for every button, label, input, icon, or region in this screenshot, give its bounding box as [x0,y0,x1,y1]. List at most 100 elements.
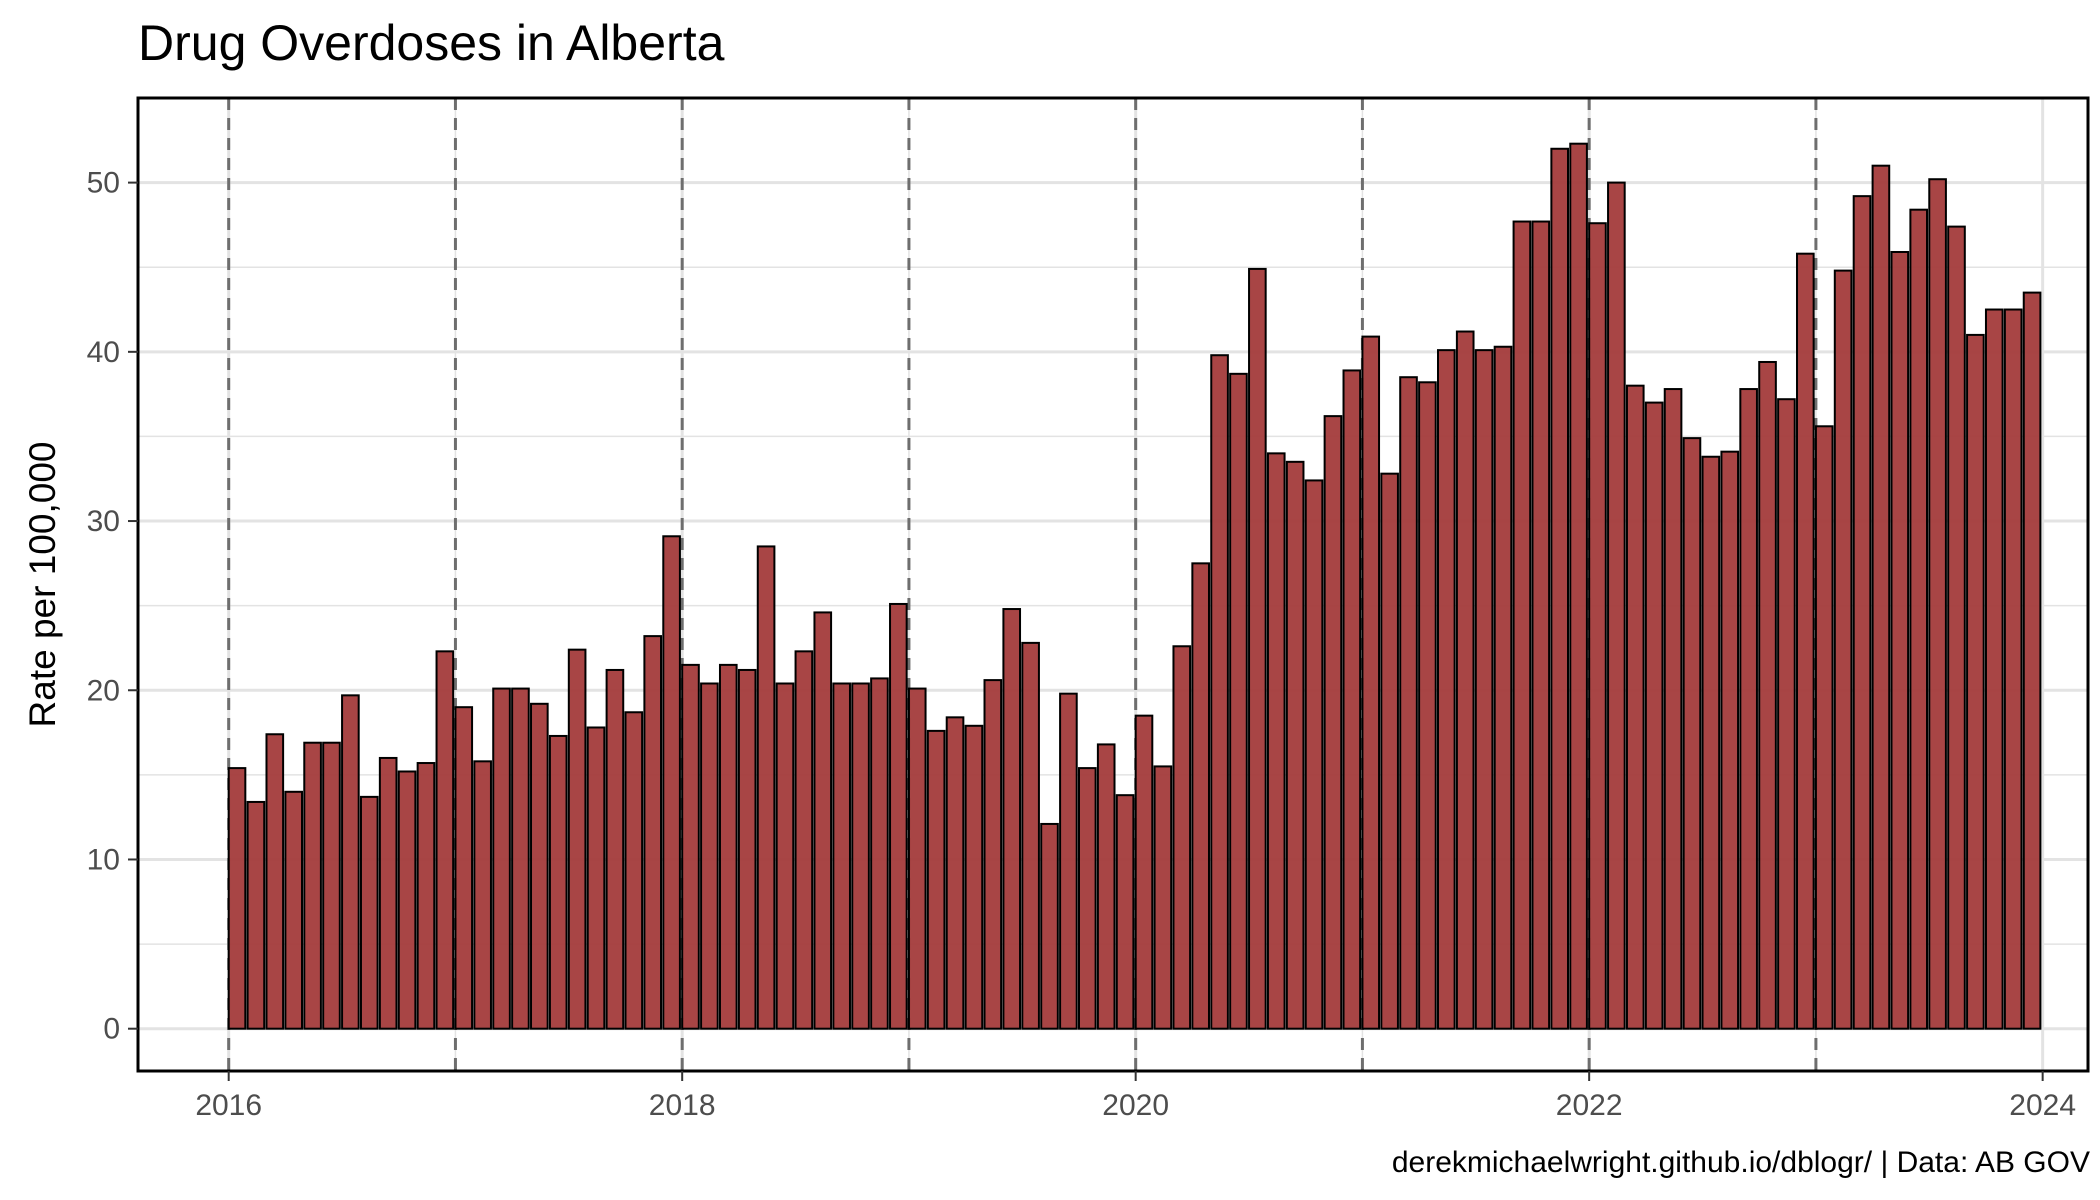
bar [1493,345,1513,1030]
bar [1852,195,1872,1030]
bar [889,602,908,1030]
bar [1928,178,1947,1030]
bar [926,729,946,1030]
x-tick-label: 2016 [195,1089,262,1122]
bar [1758,360,1777,1030]
bar [1739,388,1758,1030]
bar [227,767,247,1030]
bar [1285,460,1305,1030]
bar [1361,335,1381,1030]
bar [775,682,795,1030]
bar [1814,425,1834,1030]
bar [1172,645,1192,1030]
bar [378,756,398,1030]
bar [1002,608,1022,1030]
bar [1059,692,1078,1030]
bar [359,795,379,1030]
bar [1077,767,1097,1030]
bar [1248,267,1267,1030]
bar [1191,562,1210,1030]
y-tick-label: 20 [87,674,120,707]
x-tick-label: 2022 [1556,1089,1623,1122]
bar [1701,455,1721,1030]
bar [1210,354,1229,1030]
bar [1153,765,1173,1030]
y-tick-label: 30 [87,505,120,538]
x-tick-label: 2018 [649,1089,716,1122]
bar [1323,415,1343,1030]
bar [1531,220,1551,1030]
bar [1663,388,1683,1030]
bar [1512,220,1532,1030]
bar [964,724,984,1030]
bar [1455,330,1475,1030]
bar [624,711,644,1030]
bar [1134,714,1154,1030]
bar [530,702,549,1030]
bar [1342,369,1362,1030]
bar [983,679,1003,1030]
y-tick-label: 50 [87,167,120,200]
bar [397,770,417,1030]
bar [756,545,776,1030]
bar [907,687,927,1030]
bar [567,648,587,1030]
bar [662,535,681,1030]
bar [681,663,700,1030]
x-tick-label: 2024 [2009,1089,2076,1122]
bar [341,694,360,1030]
bar [1115,794,1135,1030]
chart-title: Drug Overdoses in Alberta [138,15,725,71]
bars [227,142,2042,1030]
bar [435,650,455,1030]
bar [492,687,511,1030]
bar [1966,333,1985,1030]
bar [454,706,474,1030]
bar [737,668,757,1030]
bar [945,716,965,1030]
bar [265,733,285,1030]
bar [605,668,625,1030]
bar [284,790,304,1030]
bar [1304,479,1324,1030]
bar [1890,250,1910,1030]
y-axis-title: Rate per 100,000 [22,442,63,728]
bar [1625,384,1645,1030]
x-tick-label: 2020 [1102,1089,1169,1122]
bar [1380,472,1399,1030]
x-axis: 2016 2018 2020 2022 2024 [195,1071,2076,1122]
bar [700,682,719,1030]
bar [2003,308,2023,1030]
y-axis: 0 10 20 30 40 50 [87,167,138,1046]
panel-border [136,96,2090,1073]
bar [548,734,568,1030]
bar [1021,641,1040,1030]
bar [1437,349,1456,1030]
caption: derekmichaelwright.github.io/dblogr/ | D… [1392,1146,2090,1179]
bar [246,800,266,1030]
bar [794,650,814,1030]
bar [416,762,436,1030]
bar [1682,437,1702,1030]
bar [2022,291,2042,1030]
y-tick-label: 0 [103,1013,120,1046]
bar [1871,164,1891,1030]
bar [1644,401,1664,1030]
bar [473,760,492,1030]
bar [1777,398,1796,1030]
bar [1474,349,1494,1030]
bar [1796,252,1815,1030]
bar [851,682,870,1030]
bar [643,635,663,1030]
bar [303,741,322,1030]
bar [1418,381,1437,1030]
bar [1833,269,1853,1030]
bar [511,687,530,1030]
y-tick-label: 40 [87,336,120,369]
bar [718,663,738,1030]
bar [1229,372,1248,1030]
bar [1040,822,1059,1030]
bar [870,677,889,1030]
bar [1096,743,1116,1030]
